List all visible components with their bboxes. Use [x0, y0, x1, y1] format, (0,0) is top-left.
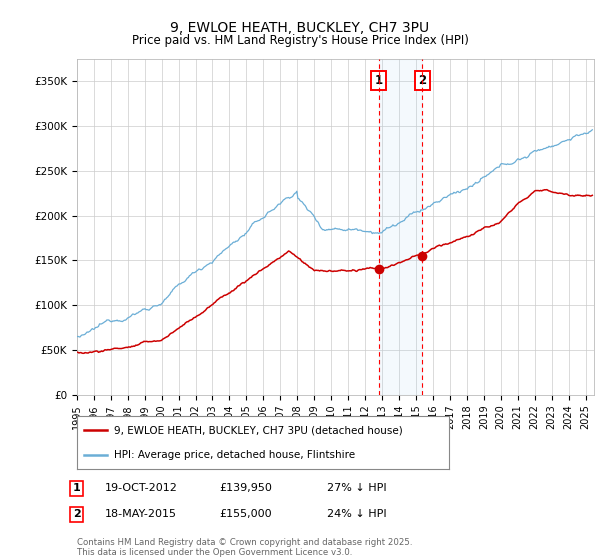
Text: 24% ↓ HPI: 24% ↓ HPI: [327, 509, 386, 519]
Text: 19-OCT-2012: 19-OCT-2012: [105, 483, 178, 493]
Bar: [379, 59, 422, 395]
Text: 2: 2: [73, 509, 80, 519]
Text: 9, EWLOE HEATH, BUCKLEY, CH7 3PU: 9, EWLOE HEATH, BUCKLEY, CH7 3PU: [170, 21, 430, 35]
Text: HPI: Average price, detached house, Flintshire: HPI: Average price, detached house, Flin…: [114, 450, 355, 460]
Text: Price paid vs. HM Land Registry's House Price Index (HPI): Price paid vs. HM Land Registry's House …: [131, 34, 469, 46]
Text: 27% ↓ HPI: 27% ↓ HPI: [327, 483, 386, 493]
Text: £155,000: £155,000: [219, 509, 272, 519]
Text: 18-MAY-2015: 18-MAY-2015: [105, 509, 177, 519]
Text: 9, EWLOE HEATH, BUCKLEY, CH7 3PU (detached house): 9, EWLOE HEATH, BUCKLEY, CH7 3PU (detach…: [114, 426, 403, 436]
Text: £139,950: £139,950: [219, 483, 272, 493]
Text: Contains HM Land Registry data © Crown copyright and database right 2025.
This d: Contains HM Land Registry data © Crown c…: [77, 538, 412, 557]
Text: 1: 1: [374, 74, 383, 87]
Text: 1: 1: [73, 483, 80, 493]
Text: 2: 2: [418, 74, 427, 87]
